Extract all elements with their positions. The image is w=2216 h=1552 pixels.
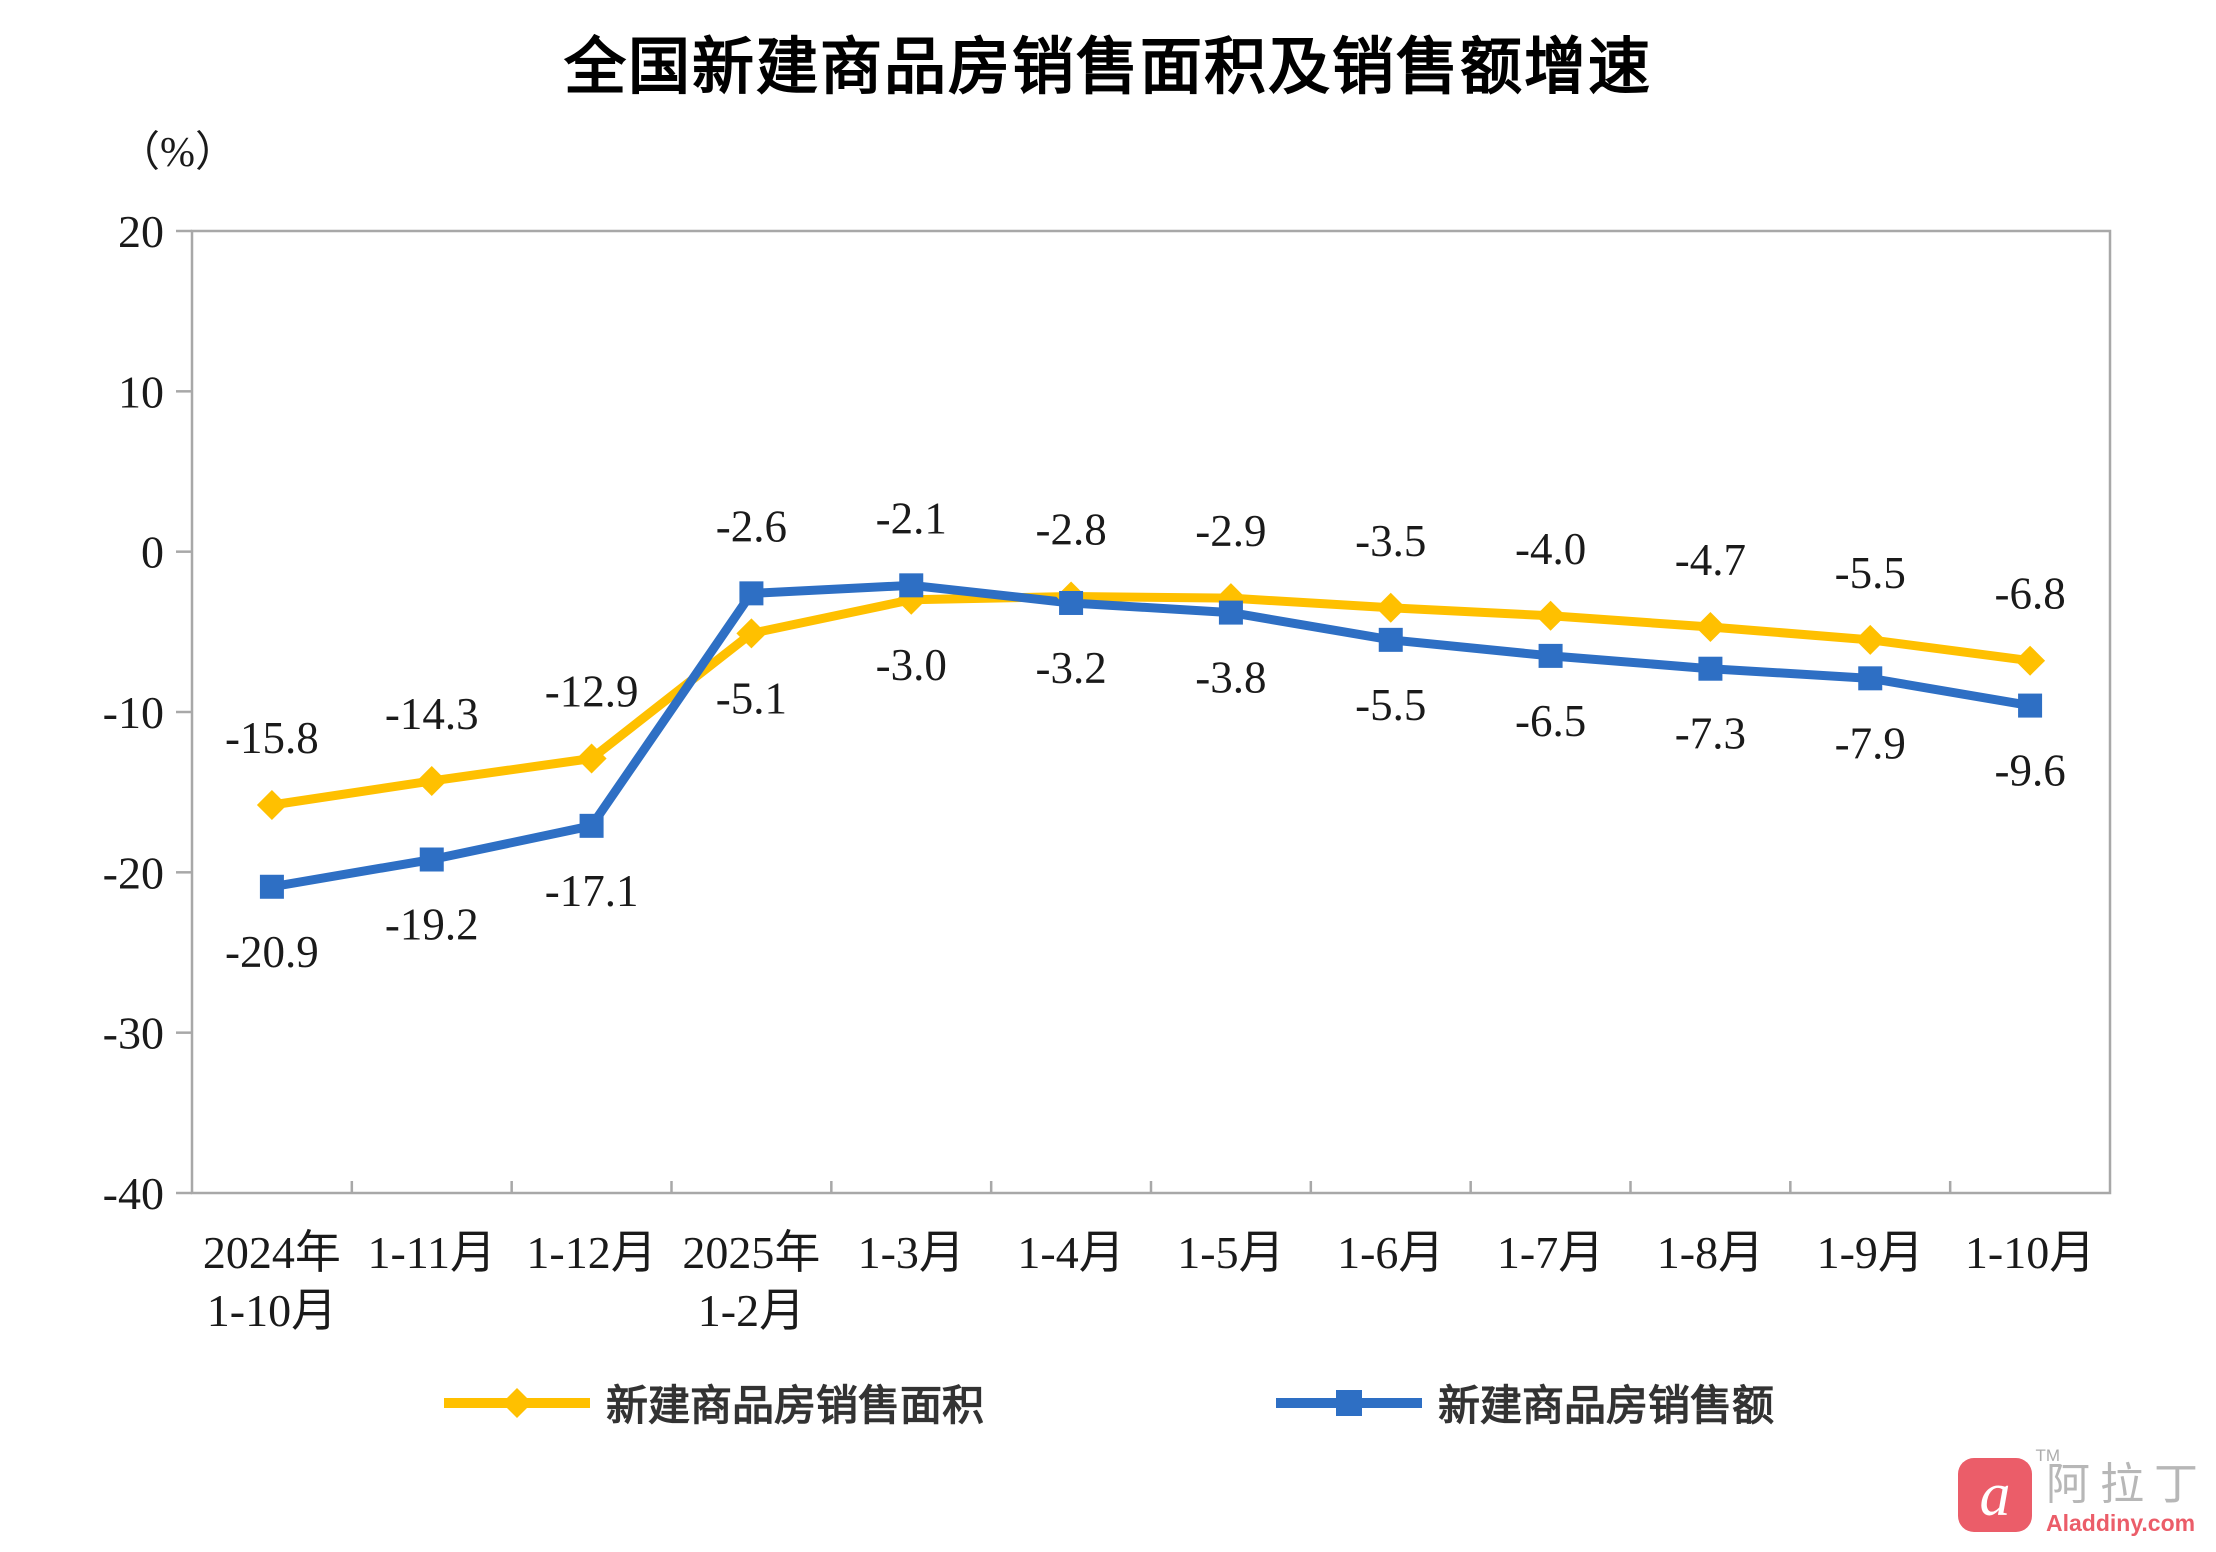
legend-line-diamond-icon: [443, 1387, 590, 1418]
data-point-marker: [1858, 666, 1883, 691]
data-point-marker: [579, 813, 604, 838]
data-point-marker: [1695, 612, 1726, 643]
watermark: a TM 阿拉丁 Aladdiny.com: [1958, 1446, 2208, 1536]
brand-name: 阿拉丁: [2046, 1460, 2208, 1509]
x-tick-label: 1-3月: [858, 1227, 965, 1278]
data-label: -7.9: [1835, 718, 1906, 768]
chart-title: 全国新建商品房销售面积及销售额增速: [563, 33, 1652, 102]
aladdiny-logo-icon: a TM: [1958, 1446, 2060, 1532]
data-point-marker: [739, 581, 764, 606]
data-point-marker: [259, 874, 284, 899]
legend-label: 新建商品房销售额: [1438, 1384, 1775, 1430]
data-label: -5.1: [716, 673, 787, 723]
chart-legend: 新建商品房销售面积 新建商品房销售额: [0, 1372, 2216, 1433]
data-label: -12.9: [545, 666, 639, 716]
x-tick-label: 1-6月: [1337, 1227, 1444, 1278]
data-point-marker: [1059, 590, 1084, 615]
y-tick-label: 0: [141, 527, 164, 578]
data-point-marker: [1375, 592, 1406, 623]
x-tick-label: 1-10月: [1965, 1227, 2095, 1278]
data-point-marker: [736, 618, 767, 649]
data-point-marker: [2018, 693, 2043, 718]
data-label: -2.8: [1035, 505, 1106, 555]
y-axis-unit-label: （%）: [118, 130, 237, 176]
data-label: -19.2: [385, 900, 479, 950]
legend-line-square-icon: [1276, 1389, 1422, 1416]
data-point-marker: [576, 743, 607, 774]
data-label: -7.3: [1675, 709, 1746, 759]
x-tick-label: 1-2月: [698, 1285, 805, 1336]
legend-item-sales-amount: 新建商品房销售额: [1274, 1372, 1774, 1433]
series-line-0: [267, 592, 2035, 810]
data-label: -20.9: [225, 927, 319, 977]
x-tick-label: 1-11月: [367, 1227, 496, 1278]
data-label: -15.8: [225, 713, 319, 763]
data-label: -2.6: [716, 501, 787, 551]
logo-letter: a: [1979, 1461, 2011, 1529]
data-label: -3.5: [1355, 516, 1426, 566]
data-label: -4.0: [1515, 524, 1586, 574]
data-label: -3.0: [876, 640, 947, 690]
y-tick-label: 10: [118, 366, 164, 417]
x-tick-label: 1-5月: [1177, 1227, 1284, 1278]
series-line-1: [267, 580, 2035, 892]
x-tick-label: 1-8月: [1657, 1227, 1764, 1278]
x-tick-label: 2025年: [682, 1227, 820, 1278]
plot-border: [190, 229, 2112, 1195]
data-label: -6.5: [1515, 696, 1586, 746]
legend-label: 新建商品房销售面积: [605, 1384, 984, 1430]
data-label: -6.8: [1994, 569, 2065, 619]
y-tick-label: -20: [103, 847, 164, 898]
y-tick-label: -10: [103, 687, 164, 738]
data-point-marker: [899, 573, 924, 598]
watermark-text: 阿拉丁 Aladdiny.com: [2046, 1458, 2208, 1536]
x-tick-label: 1-12月: [526, 1227, 656, 1278]
data-label: -9.6: [1994, 746, 2065, 796]
data-label: -5.5: [1835, 548, 1906, 598]
data-point-marker: [416, 765, 447, 796]
y-tick-label: -30: [103, 1008, 164, 1059]
data-label: -4.7: [1675, 535, 1746, 585]
data-point-marker: [419, 847, 444, 872]
data-label: -5.5: [1355, 680, 1426, 730]
x-tick-label: 1-9月: [1817, 1227, 1924, 1278]
data-point-marker: [1538, 643, 1563, 668]
x-tick-label: 1-4月: [1017, 1227, 1124, 1278]
trademark-label: TM: [2035, 1446, 2060, 1465]
data-point-marker: [1698, 656, 1723, 681]
data-label: -3.8: [1195, 653, 1266, 703]
y-tick-label: 20: [118, 206, 164, 257]
data-point-marker: [1535, 600, 1566, 631]
x-tick-label: 2024年: [203, 1227, 341, 1278]
data-label: -17.1: [545, 866, 639, 916]
data-point-marker: [256, 789, 287, 820]
data-label: -3.2: [1035, 643, 1106, 693]
data-label: -2.9: [1195, 506, 1266, 556]
x-tick-label: 1-7月: [1497, 1227, 1604, 1278]
data-point-marker: [1378, 627, 1403, 652]
data-point-marker: [1855, 624, 1886, 655]
data-point-marker: [1218, 600, 1243, 625]
legend-item-sales-area: 新建商品房销售面积: [442, 1372, 984, 1433]
x-tick-label: 1-10月: [207, 1285, 337, 1336]
data-point-marker: [2015, 645, 2046, 676]
brand-site: Aladdiny.com: [2046, 1510, 2196, 1536]
data-label: -14.3: [385, 689, 479, 739]
data-label: -2.1: [876, 493, 947, 543]
y-tick-label: -40: [103, 1168, 164, 1219]
